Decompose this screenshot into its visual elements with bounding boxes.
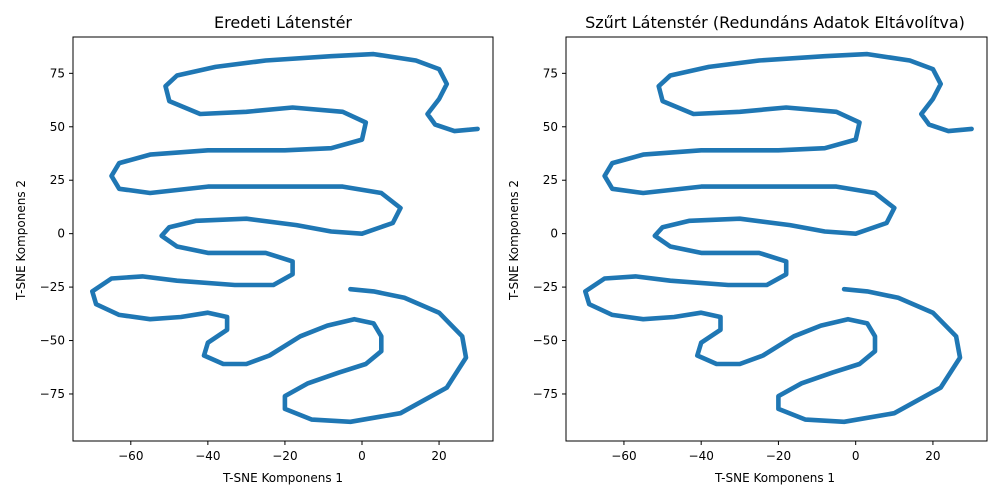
x-tick-label: −20 [766,449,791,463]
x-tick-label: −60 [118,449,143,463]
y-tick-label: 0 [57,227,65,241]
y-tick-label: −25 [533,280,558,294]
chart-title: Eredeti Látenstér [214,13,352,32]
plot-area: −60 −40 −20 0 20 75 50 25 0 −25 −50 −75 [533,36,988,463]
y-tick-label: 25 [543,173,558,187]
y-tick-label: −50 [533,334,558,348]
y-tick-label: −75 [40,387,65,401]
x-tick-label: −40 [195,449,220,463]
x-axis-label: T-SNE Komponens 1 [714,471,835,485]
y-tick-label: −50 [40,334,65,348]
y-tick-label: 50 [50,120,65,134]
data-series [90,51,480,425]
y-tick-label: 75 [543,66,558,80]
x-tick-label: −40 [689,449,714,463]
x-axis-label: T-SNE Komponens 1 [222,471,343,485]
y-tick-label: 75 [50,66,65,80]
plot-frame [72,36,494,442]
chart-panel-filtered: Szűrt Látenstér (Redundáns Adatok Eltávo… [507,13,988,485]
x-tick-label: 0 [358,449,366,463]
y-tick-label: 0 [550,227,558,241]
plot-frame [565,36,988,442]
y-tick-label: −25 [40,280,65,294]
plot-area: −60 −40 −20 0 20 75 50 25 0 −25 −50 −75 [40,36,494,463]
x-tick-label: −60 [611,449,636,463]
x-tick-label: 0 [852,449,860,463]
y-tick-label: 50 [543,120,558,134]
chart-panel-original: Eredeti Látenstér −60 −40 −20 0 20 75 50 25 0 −25… [14,13,494,485]
x-tick-label: 20 [925,449,940,463]
chart-title: Szűrt Látenstér (Redundáns Adatok Eltávo… [585,13,965,32]
x-tick-label: −20 [272,449,297,463]
data-series [583,51,974,425]
y-tick-label: −75 [533,387,558,401]
y-axis-label: T-SNE Komponens 2 [507,180,521,301]
y-tick-label: 25 [50,173,65,187]
x-tick-label: 20 [431,449,446,463]
y-axis-label: T-SNE Komponens 2 [14,180,28,301]
